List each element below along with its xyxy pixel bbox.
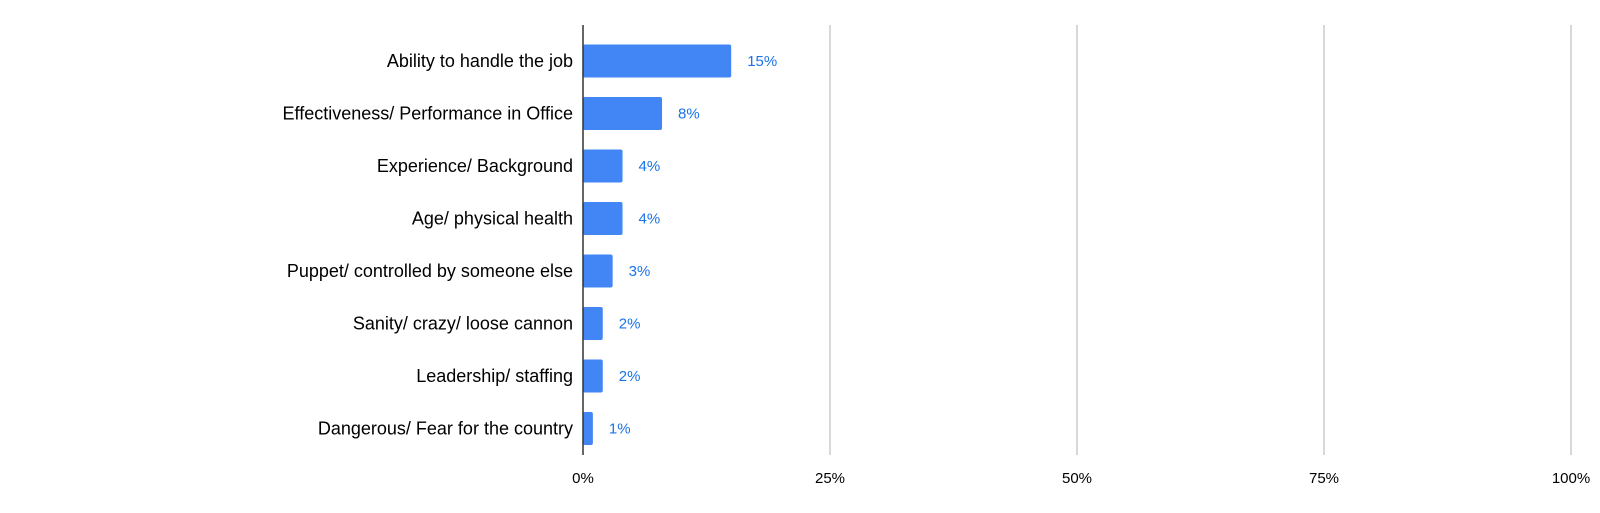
data-label: 4% <box>639 211 661 228</box>
bar <box>583 202 623 235</box>
gridlines <box>829 25 1572 455</box>
category-label: Leadership/ staffing <box>416 366 573 386</box>
data-label: 3% <box>629 263 651 280</box>
bar <box>583 149 623 183</box>
x-tick-label: 25% <box>815 470 845 487</box>
category-label: Experience/ Background <box>377 156 573 176</box>
category-label: Sanity/ crazy/ loose cannon <box>353 314 573 334</box>
data-label: 4% <box>639 158 661 175</box>
x-tick-label: 100% <box>1552 470 1590 487</box>
bars <box>583 44 732 445</box>
category-label: Puppet/ controlled by someone else <box>287 261 573 281</box>
category-label: Age/ physical health <box>412 209 573 229</box>
x-tick-label: 0% <box>572 470 594 487</box>
bar <box>583 307 603 340</box>
category-label: Ability to handle the job <box>387 51 573 71</box>
data-label: 15% <box>747 53 777 70</box>
x-tick-label: 75% <box>1309 470 1339 487</box>
bar <box>583 254 613 288</box>
labels: 0% 25% 50% 75% 100% Ability to handle the job… <box>283 51 1591 487</box>
data-label: 1% <box>609 421 631 438</box>
data-label: 8% <box>678 106 700 123</box>
category-label: Effectiveness/ Performance in Office <box>283 104 573 124</box>
x-tick-label: 50% <box>1062 470 1092 487</box>
bar <box>583 97 663 130</box>
bar <box>583 412 593 445</box>
data-label: 2% <box>619 368 641 385</box>
bar <box>583 44 732 78</box>
data-label: 2% <box>619 316 641 333</box>
bar <box>583 359 603 393</box>
category-label: Dangerous/ Fear for the country <box>318 419 573 439</box>
